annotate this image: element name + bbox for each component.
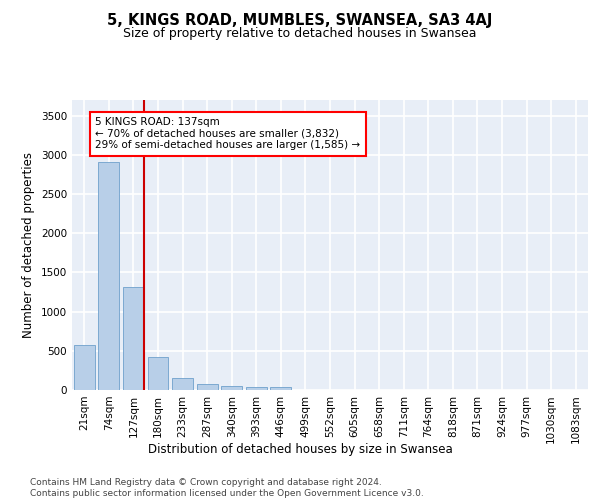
Text: Size of property relative to detached houses in Swansea: Size of property relative to detached ho… <box>123 28 477 40</box>
Bar <box>123 288 144 390</box>
Bar <box>172 378 193 390</box>
Bar <box>221 386 242 390</box>
Y-axis label: Number of detached properties: Number of detached properties <box>22 152 35 338</box>
Bar <box>246 387 267 390</box>
Bar <box>197 384 218 390</box>
Bar <box>148 358 169 390</box>
Bar <box>74 346 95 390</box>
Bar <box>98 162 119 390</box>
Text: Distribution of detached houses by size in Swansea: Distribution of detached houses by size … <box>148 442 452 456</box>
Bar <box>271 387 292 390</box>
Text: Contains HM Land Registry data © Crown copyright and database right 2024.
Contai: Contains HM Land Registry data © Crown c… <box>30 478 424 498</box>
Text: 5 KINGS ROAD: 137sqm
← 70% of detached houses are smaller (3,832)
29% of semi-de: 5 KINGS ROAD: 137sqm ← 70% of detached h… <box>95 117 361 150</box>
Text: 5, KINGS ROAD, MUMBLES, SWANSEA, SA3 4AJ: 5, KINGS ROAD, MUMBLES, SWANSEA, SA3 4AJ <box>107 12 493 28</box>
